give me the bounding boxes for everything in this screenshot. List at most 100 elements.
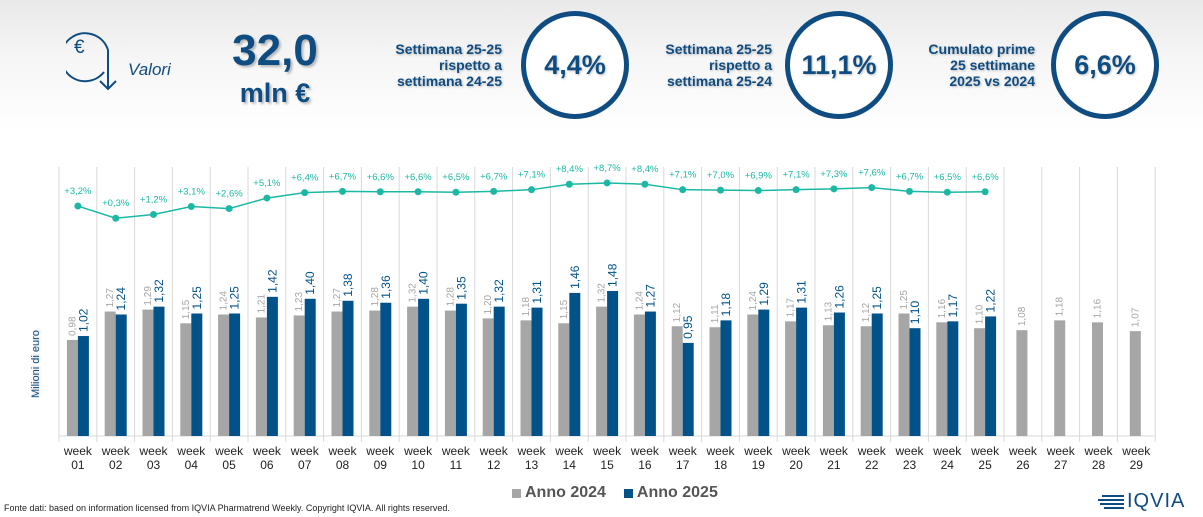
growth-label: +6,6% <box>367 172 395 183</box>
x-tick-label: week <box>819 444 849 458</box>
kpi-label-week-vs-prev-year: Settimana 25-25 rispetto a settimana 24-… <box>370 41 502 89</box>
growth-label: +0,3% <box>102 198 130 209</box>
x-tick-label: week <box>516 444 546 458</box>
bar-2025 <box>418 298 430 436</box>
growth-label: +6,6% <box>404 172 432 183</box>
legend-swatch-2025 <box>623 488 633 498</box>
x-tick-label: week <box>176 444 206 458</box>
x-tick-label: 10 <box>411 458 425 472</box>
bar-label-2024: 1,28 <box>445 287 456 307</box>
growth-point <box>943 188 951 196</box>
x-tick-label: week <box>743 444 773 458</box>
bar-2024 <box>1016 330 1028 436</box>
logo-text: IQVIA <box>1127 490 1186 512</box>
growth-label: +2,6% <box>215 189 243 200</box>
growth-label: +8,4% <box>631 164 659 175</box>
bar-label-2024: 1,15 <box>181 299 192 319</box>
bar-label-2025: 1,40 <box>417 271 431 295</box>
growth-point <box>187 202 195 210</box>
legend-item-2024: Anno 2024 <box>512 484 606 502</box>
bar-label-2024: 1,21 <box>256 294 267 314</box>
bar-2024 <box>822 325 834 436</box>
growth-point <box>452 188 460 196</box>
growth-label: +6,5% <box>934 172 962 183</box>
bar-2025 <box>153 306 165 436</box>
bar-label-2024: 1,24 <box>219 291 230 311</box>
svg-text:€: € <box>74 37 85 58</box>
bar-label-2024: 1,27 <box>105 288 116 308</box>
bar-label-2024: 1,07 <box>1130 307 1141 327</box>
growth-point <box>868 184 876 192</box>
growth-label: +7,1% <box>518 170 546 181</box>
bar-2024 <box>66 339 78 436</box>
x-tick-label: 19 <box>752 458 766 472</box>
growth-point <box>376 188 384 196</box>
kpi-label-line: 2025 vs 2024 <box>949 73 1035 89</box>
kpi-label-line: rispetto a <box>438 57 502 73</box>
bar-label-2024: 1,12 <box>672 302 683 322</box>
x-tick-label: 02 <box>109 458 123 472</box>
bar-label-2025: 1,31 <box>795 280 809 304</box>
growth-label: +7,1% <box>782 170 810 181</box>
bar-2025 <box>758 309 770 436</box>
legend-label: Anno 2025 <box>636 484 718 501</box>
kpi-value: 11,1% <box>801 49 877 80</box>
legend-label: Anno 2024 <box>525 484 606 501</box>
bar-label-2025: 1,31 <box>530 280 544 304</box>
growth-label: +7,1% <box>669 170 697 181</box>
x-tick-label: week <box>1083 444 1113 458</box>
bar-label-2025: 1,22 <box>984 289 998 313</box>
bar-2025 <box>229 313 241 436</box>
values-header: € Valori <box>66 28 186 98</box>
kpi-label-line: Settimana 25-25 <box>395 41 502 57</box>
x-tick-label: 01 <box>71 458 85 472</box>
x-tick-label: week <box>63 444 93 458</box>
bar-label-2025: 1,46 <box>568 265 582 289</box>
bar-2024 <box>218 314 230 436</box>
logo-lines-icon <box>1098 494 1124 509</box>
growth-label: +6,7% <box>480 171 508 182</box>
bar-2025 <box>266 296 278 436</box>
x-tick-label: week <box>592 444 622 458</box>
x-tick-label: week <box>932 444 962 458</box>
growth-label: +6,6% <box>971 172 999 183</box>
growth-label: +7,0% <box>707 170 735 181</box>
x-tick-label: week <box>441 444 471 458</box>
bar-2024 <box>444 310 456 436</box>
bar-2024 <box>558 323 570 436</box>
bar-label-2025: 1,26 <box>832 285 846 309</box>
bar-2024 <box>104 311 116 436</box>
bar-label-2025: 1,32 <box>492 279 506 303</box>
growth-point <box>490 187 498 195</box>
x-tick-label: week <box>857 444 887 458</box>
x-tick-label: week <box>554 444 584 458</box>
bar-label-2025: 1,38 <box>341 273 355 297</box>
kpi-circle-cumulative: 6,6% <box>1051 11 1159 119</box>
x-tick-label: 14 <box>563 458 577 472</box>
growth-point <box>754 187 762 195</box>
x-tick-label: week <box>327 444 357 458</box>
bar-label-2024: 1,08 <box>1017 306 1028 326</box>
bar-2025 <box>871 313 883 436</box>
kpi-label-line: Cumulato prime <box>928 41 1035 57</box>
x-tick-label: 23 <box>903 458 917 472</box>
bar-label-2024: 1,16 <box>937 298 948 318</box>
kpi-label-line: Settimana 25-25 <box>665 41 772 57</box>
growth-point <box>792 186 800 194</box>
source-note: Fonte dati: based on information license… <box>4 503 450 513</box>
growth-point <box>74 202 82 210</box>
bar-label-2025: 1,36 <box>379 275 393 299</box>
bar-label-2024: 1,25 <box>899 290 910 310</box>
bar-2025 <box>569 292 581 436</box>
growth-label: +6,7% <box>329 171 357 182</box>
bar-2025 <box>644 311 656 436</box>
kpi-label-week-vs-prev-week: Settimana 25-25 rispetto a settimana 25-… <box>640 41 772 89</box>
x-tick-label: 24 <box>941 458 955 472</box>
bar-label-2024: 0,98 <box>67 316 78 336</box>
bar-2024 <box>633 314 645 436</box>
legend-item-2025: Anno 2025 <box>623 484 718 502</box>
x-tick-label: week <box>403 444 433 458</box>
bar-label-2025: 1,17 <box>946 294 960 318</box>
growth-label: +6,5% <box>442 172 470 183</box>
